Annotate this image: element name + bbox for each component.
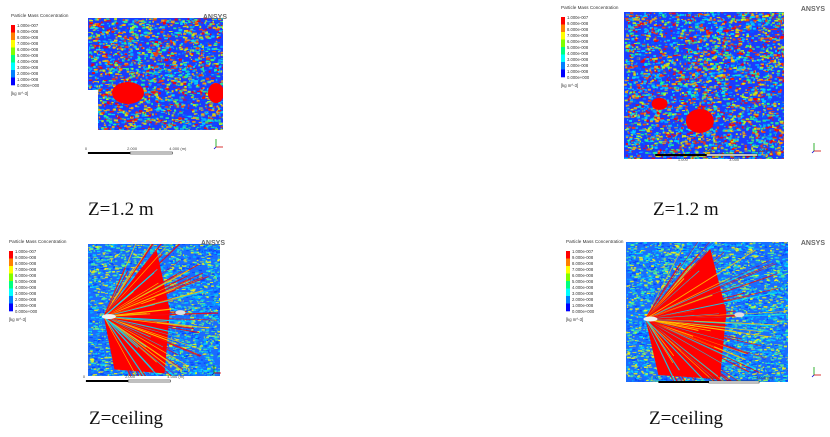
legend-value: 0.000e+000 bbox=[17, 83, 40, 88]
legend-value: 5.000e-008 bbox=[567, 45, 589, 50]
ansys-logo: ANSYS bbox=[202, 14, 227, 21]
legend-value: 8.000e-008 bbox=[572, 261, 594, 266]
legend-value: 9.000e-008 bbox=[572, 255, 594, 260]
legend-value: 7.000e-008 bbox=[15, 267, 37, 272]
contour-panel-top-left: Particle Mass Concentration 1.000e-007 9.0… bbox=[8, 10, 230, 165]
legend-value: 0.000e+000 bbox=[15, 309, 38, 314]
legend-value: 2.000e-008 bbox=[567, 63, 589, 68]
legend-value: 6.000e-008 bbox=[15, 273, 37, 278]
scale-label: 0 bbox=[652, 148, 655, 153]
scale-label: 4.000 (m) bbox=[169, 146, 187, 151]
contour-plot bbox=[9, 244, 221, 383]
contour-panel-top-right: Particle Mass Concentration 1.000e-007 9.0… bbox=[558, 2, 828, 169]
scale-label: 0 bbox=[84, 146, 88, 151]
contour-panel-bottom-right: Particle Mass Concentration 1.000e-007 9.0… bbox=[563, 236, 828, 393]
legend-value: 6.000e-008 bbox=[567, 39, 589, 44]
legend-value: 2.000e-008 bbox=[572, 297, 594, 302]
legend-value: 1.000e-007 bbox=[17, 23, 39, 28]
scale-label: 1.000 bbox=[677, 157, 688, 162]
legend-unit: [kg m^-3] bbox=[11, 91, 29, 96]
legend-value: 4.000e-008 bbox=[567, 51, 589, 56]
legend-value: 7.000e-008 bbox=[572, 267, 594, 272]
scale-label: 2.000 bbox=[125, 374, 136, 379]
caption-bottom-right: Z=ceiling bbox=[649, 408, 724, 429]
legend-value: 3.000e-008 bbox=[572, 291, 594, 296]
legend-value: 9.000e-008 bbox=[17, 29, 39, 34]
legend-value: 4.000e-008 bbox=[15, 285, 37, 290]
legend-value: 1.000e-008 bbox=[17, 77, 39, 82]
legend-unit: [kg m^-3] bbox=[9, 317, 27, 322]
legend-value: 9.000e-008 bbox=[15, 255, 37, 260]
legend-value: 4.000e-008 bbox=[572, 285, 594, 290]
legend-title: Particle Mass Concentration bbox=[9, 239, 67, 244]
legend-value: 3.000e-008 bbox=[15, 291, 37, 296]
legend-value: 1.000e-008 bbox=[572, 303, 594, 308]
legend-title: Particle Mass Concentration bbox=[11, 13, 69, 18]
legend-value: 6.000e-008 bbox=[17, 47, 39, 52]
legend-value: 2.000e-008 bbox=[15, 297, 37, 302]
legend-value: 0.000e+000 bbox=[572, 309, 595, 314]
legend-value: 1.000e-007 bbox=[15, 249, 37, 254]
legend-unit: [kg m^-3] bbox=[566, 317, 584, 322]
scale-label: 0 bbox=[655, 375, 658, 380]
ansys-logo: ANSYS bbox=[200, 240, 225, 247]
ansys-logo: ANSYS bbox=[800, 240, 825, 247]
scale-label: 2.000 bbox=[127, 146, 138, 151]
legend-title: Particle Mass Concentration bbox=[561, 5, 619, 10]
contour-plot bbox=[561, 12, 821, 159]
legend-value: 1.000e-008 bbox=[567, 69, 589, 74]
legend-title: Particle Mass Concentration bbox=[566, 239, 624, 244]
legend-value: 2.000e-008 bbox=[17, 71, 39, 76]
scale-label: 4.000 (m) bbox=[754, 148, 772, 153]
contour-plot bbox=[11, 18, 223, 155]
caption-bottom-left: Z=ceiling bbox=[89, 408, 164, 429]
legend-value: 9.000e-008 bbox=[567, 21, 589, 26]
scale-label: 0 bbox=[82, 374, 86, 379]
legend-value: 5.000e-008 bbox=[17, 53, 39, 58]
scale-label: 3.000 bbox=[729, 157, 740, 162]
legend-value: 1.000e-007 bbox=[572, 249, 594, 254]
legend-value: 0.000e+000 bbox=[567, 75, 590, 80]
legend-value: 3.000e-008 bbox=[567, 57, 589, 62]
scale-label: 4.000 (m) bbox=[167, 374, 185, 379]
legend-value: 3.000e-008 bbox=[17, 65, 39, 70]
caption-top-left: Z=1.2 m bbox=[88, 199, 154, 220]
legend-value: 8.000e-008 bbox=[15, 261, 37, 266]
caption-top-right: Z=1.2 m bbox=[653, 199, 719, 220]
scale-label: 2.000 bbox=[705, 375, 716, 380]
contour-panel-bottom-left: Particle Mass Concentration 1.000e-007 9.0… bbox=[6, 236, 228, 391]
legend-value: 7.000e-008 bbox=[567, 33, 589, 38]
legend-value: 7.000e-008 bbox=[17, 41, 39, 46]
legend-value: 6.000e-008 bbox=[572, 273, 594, 278]
legend-value: 4.000e-008 bbox=[17, 59, 39, 64]
legend-value: 1.000e-008 bbox=[15, 303, 37, 308]
ansys-logo: ANSYS bbox=[800, 6, 825, 13]
legend-value: 5.000e-008 bbox=[15, 279, 37, 284]
legend-unit: [kg m^-3] bbox=[561, 83, 579, 88]
contour-plot bbox=[566, 242, 821, 384]
legend-value: 5.000e-008 bbox=[572, 279, 594, 284]
legend-value: 8.000e-008 bbox=[17, 35, 39, 40]
legend-value: 8.000e-008 bbox=[567, 27, 589, 32]
scale-label: 4.000 (m) bbox=[756, 375, 774, 380]
scale-label: 2.000 bbox=[703, 148, 714, 153]
legend-value: 1.000e-007 bbox=[567, 15, 589, 20]
